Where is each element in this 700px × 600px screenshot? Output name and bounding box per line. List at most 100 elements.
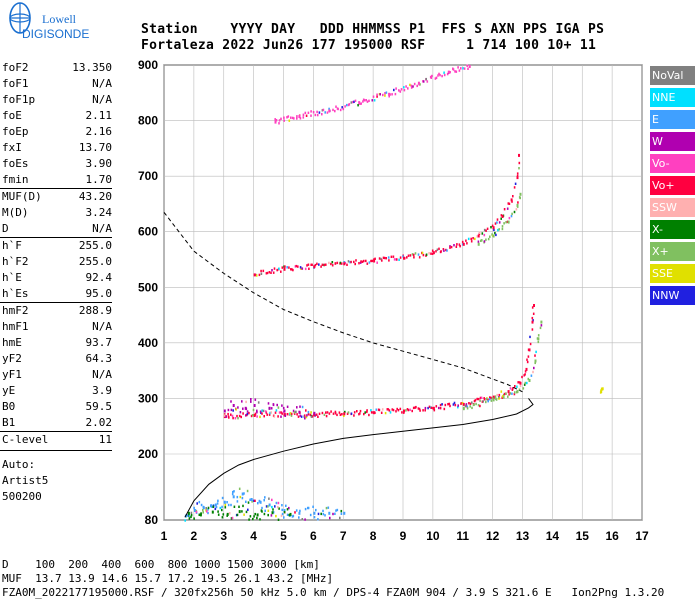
x-tick-label: 16 [605,529,619,543]
trace-point [296,117,298,120]
trace-point [455,70,458,73]
trace-anchor-point [600,390,603,394]
param-label: fxI [2,141,22,154]
trace-point [232,409,234,412]
trace-point [418,83,421,86]
trace-point [475,402,477,406]
trace-point [374,257,376,260]
trace-point [331,261,334,264]
trace-anchor-point [298,410,301,414]
trace-point [231,516,234,520]
trace-point [239,411,242,414]
trace-point [600,389,602,392]
param-value: 3.9 [92,384,112,397]
trace-point [307,111,310,114]
trace-point [235,513,238,517]
trace-point [335,105,337,108]
trace-point [522,387,525,390]
trace-point [313,266,315,269]
trace-point [314,414,316,417]
trace-point [457,404,459,407]
trace-point [309,513,312,517]
trace-point [527,377,530,381]
trace-point [210,504,212,508]
trace-point [297,265,299,268]
trace-point [245,414,247,417]
trace-point [410,84,413,87]
trace-point [378,93,381,96]
y-tick-label: 500 [138,280,158,294]
trace-point [477,397,480,401]
trace-point [322,108,325,112]
param-row: yF2 64.3 [0,351,112,367]
trace-point [388,259,390,262]
trace-point [322,512,325,516]
trace-point [310,415,313,418]
trace-point [268,497,270,500]
trace-point [310,411,312,414]
trace-point [527,348,530,351]
trace-point [280,514,283,517]
trace-anchor-point [507,220,510,224]
trace-point [283,516,285,519]
param-label: hmE [2,336,22,349]
trace-point [323,263,326,267]
trace-point [418,407,421,411]
trace-point [318,263,320,266]
trace-point [494,231,496,235]
param-value: N/A [92,222,112,235]
trace-point [518,161,521,165]
trace-point [387,256,390,259]
trace-point [382,93,384,97]
trace-point [439,403,442,407]
trace-point [422,253,425,257]
trace-point [366,100,369,103]
trace-x-trace-f2 [462,320,543,411]
trace-point [540,324,543,327]
trace-point [364,411,366,414]
trace-point [533,366,535,370]
trace-point [439,407,442,410]
trace-point [481,400,484,403]
trace-anchor-point [253,404,256,407]
trace-point [426,80,429,83]
trace-anchor-point [211,510,214,514]
trace-point [449,71,451,74]
trace-point [296,115,298,118]
trace-point [295,410,297,413]
trace-point [537,334,540,337]
trace-point [272,508,274,511]
param-row: foEs 3.90 [0,156,112,172]
trace-point [365,99,367,102]
trace-point [281,512,284,516]
trace-point [247,501,250,504]
param-row: foF2 13.350 [0,60,112,76]
trace-point [274,505,276,508]
trace-anchor-point [462,402,465,406]
trace-point [483,233,486,237]
trace-point [271,505,273,509]
trace-point [332,108,334,112]
trace-point [234,417,237,420]
trace-point [403,89,406,92]
trace-point [331,264,334,267]
trace-anchor-point [241,492,244,496]
trace-point [312,505,314,508]
trace-point [501,396,503,399]
trace-point [452,67,454,70]
trace-point [508,202,511,205]
trace-point [307,263,310,266]
trace-anchor-point [253,273,256,277]
trace-anchor-point [313,413,316,417]
trace-point [326,411,329,414]
trace-point [436,248,439,251]
trace-anchor-point [268,503,271,507]
trace-anchor-point [417,81,420,85]
trace-point [477,240,480,243]
trace-point [267,402,270,405]
trace-point [263,512,266,516]
trace-anchor-point [283,267,286,271]
trace-point [272,511,275,514]
trace-point [341,106,343,109]
param-row: foEp 2.16 [0,124,112,140]
